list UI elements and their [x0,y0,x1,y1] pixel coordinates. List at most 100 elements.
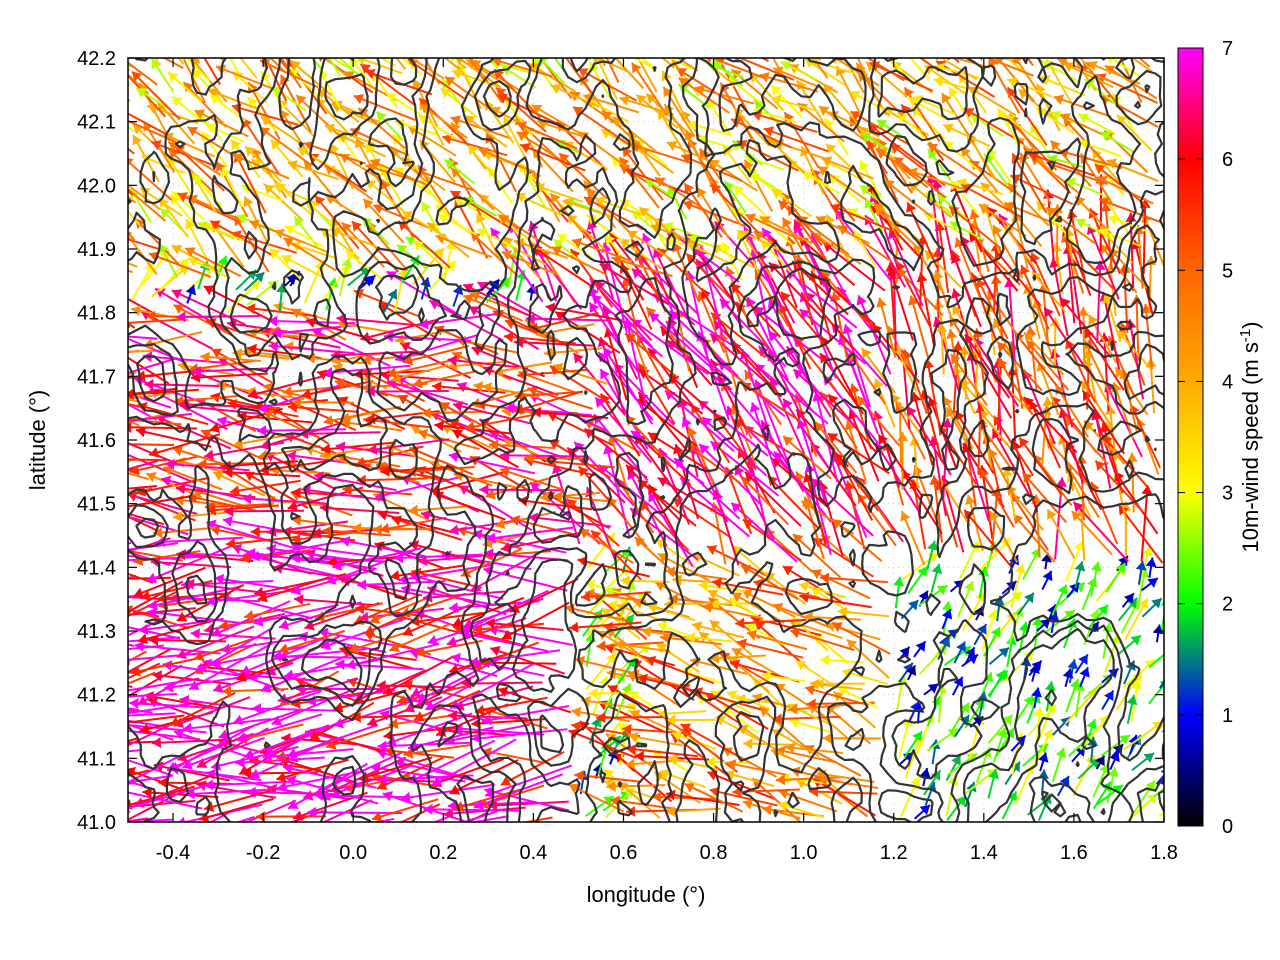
wind-vector-head [1143,753,1155,763]
wind-vector-shaft [128,782,212,810]
wind-vector-head [105,343,116,352]
wind-vector [1037,752,1049,772]
wind-vector-head [401,791,411,803]
wind-vector-head [630,709,641,720]
wind-vector-head [1014,563,1026,574]
wind-vector-head [129,697,139,709]
wind-vector [1106,767,1119,804]
wind-vector [235,756,325,768]
wind-vector-shaft [626,747,699,758]
wind-vector-shaft [262,748,354,759]
wind-vector-head [574,770,584,782]
wind-vector-head [966,753,978,764]
wind-vector-head [128,449,129,450]
wind-vector [206,519,299,551]
wind-vector-shaft [128,318,186,324]
wind-vector [1022,547,1041,581]
wind-vector [423,803,520,815]
wind-vector-head [294,594,304,606]
wind-vector-shaft [128,774,173,784]
wind-vector-head [434,420,444,432]
wind-vector-shaft [775,748,837,764]
wind-vector [978,467,1015,528]
wind-vector [736,638,804,659]
wind-vector [145,472,203,499]
wind-vector-head [785,742,795,754]
wind-vector-head [1126,452,1138,462]
wind-vector-head [450,652,461,664]
wind-vector-head [798,581,810,592]
wind-vector-shaft [431,758,505,787]
wind-vector [169,691,236,727]
wind-vector-head [108,417,118,428]
wind-vector-head [185,788,195,800]
wind-vector-head [403,747,414,759]
wind-vector-shaft [128,541,132,545]
wind-vector-shaft [307,811,403,815]
wind-vector-head [182,722,193,734]
wind-vector-shaft [128,769,150,777]
wind-vector-head [283,763,294,775]
wind-vector [431,738,517,787]
wind-vector-head [479,484,489,496]
wind-vector [515,269,528,301]
wind-vector-head [224,505,234,517]
wind-vector-shaft [169,691,236,727]
wind-vector-head [822,732,832,744]
wind-vector-head [75,648,85,659]
wind-vector-head [239,764,250,775]
wind-vector-head [604,778,615,790]
wind-vector-head [988,769,999,780]
wind-vector [171,244,219,272]
wind-vector-head [620,575,630,587]
wind-vector-head [128,767,136,778]
wind-vector-head [1112,785,1123,795]
wind-vector-shaft [770,749,825,774]
wind-vector [1105,562,1126,594]
wind-vector-head [77,783,87,794]
wind-vector-shaft [808,790,878,795]
wind-vector-head [1037,752,1049,763]
wind-vector-head [39,574,49,585]
wind-vector [128,769,150,777]
wind-vector-head [1010,761,1020,773]
wind-vector [574,770,641,783]
wind-vector-head [1059,775,1070,787]
wind-vector-head [74,388,84,399]
wind-vector [321,799,373,822]
wind-vector-head [1075,746,1086,757]
wind-vector-shaft [210,745,299,769]
wind-vector [1079,666,1090,688]
wind-vector-shaft [704,692,769,730]
wind-vector-head [936,585,948,596]
wind-vector-head [276,771,287,783]
wind-vector [652,791,719,803]
wind-vector-head [399,846,409,856]
wind-vector-head [158,777,168,789]
wind-vector-head [102,228,112,238]
wind-vector [461,810,499,822]
wind-vector-shaft [128,608,132,611]
wind-vector-head [1160,601,1164,606]
wind-vector [629,709,682,736]
wind-vector-head [659,768,670,780]
wind-vector [185,787,282,800]
wind-vector-head [634,750,644,762]
wind-vector-shaft [277,769,366,790]
wind-vector-head [204,779,214,791]
wind-vector-shaft [279,757,353,783]
wind-vector-head [990,274,1002,285]
wind-vector [899,776,921,818]
wind-vector-head [355,603,365,615]
wind-vector-head [796,779,807,789]
wind-vector-shaft [432,814,453,822]
wind-vector-head [622,723,632,735]
wind-vector-head [370,839,380,849]
wind-vector-head [309,828,319,839]
wind-vector-head [54,505,63,516]
wind-vector-head [114,545,124,556]
wind-vector [913,640,927,658]
wind-vector [1051,747,1067,782]
wind-vector [521,816,553,822]
wind-vector [726,759,788,776]
